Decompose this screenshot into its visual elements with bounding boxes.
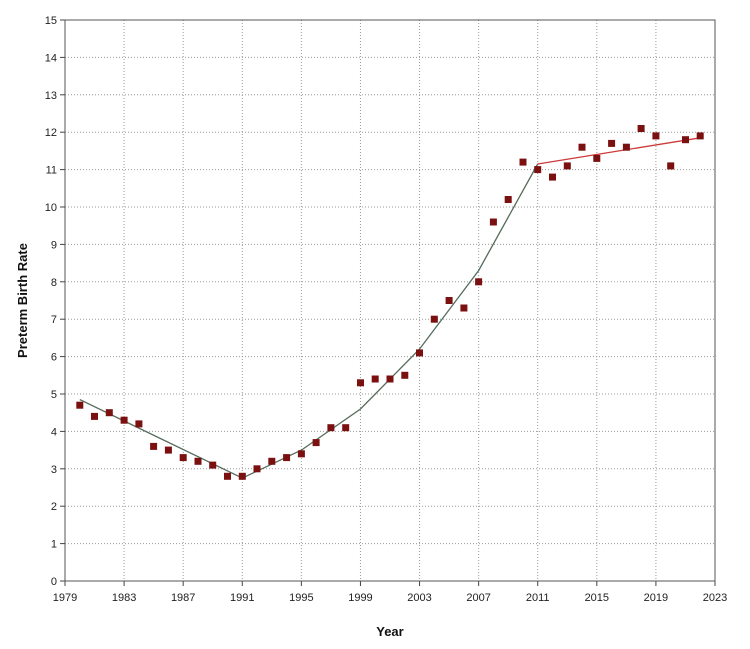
data-point: [504, 196, 512, 203]
data-point: [120, 416, 128, 424]
y-tick-label: 6: [51, 352, 57, 364]
data-point: [283, 454, 291, 462]
data-point: [253, 465, 261, 473]
data-point: [696, 132, 704, 140]
trend-lines: [79, 137, 701, 479]
data-point: [209, 461, 217, 469]
y-tick-label: 1: [51, 539, 57, 551]
data-point: [76, 401, 84, 409]
y-tick-label: 9: [51, 239, 57, 251]
data-point: [652, 132, 660, 140]
data-point: [327, 424, 335, 432]
axes: [60, 19, 716, 586]
x-tick-label: 1991: [230, 592, 254, 604]
x-tick-label: 2015: [585, 592, 609, 604]
data-point: [224, 472, 231, 480]
data-point: [342, 424, 350, 432]
y-axis-title: Preterm Birth Rate: [15, 243, 30, 358]
data-point: [416, 349, 423, 357]
data-point: [238, 472, 246, 480]
data-point: [549, 173, 556, 181]
y-tick-label: 5: [51, 389, 57, 401]
data-point: [312, 439, 320, 447]
data-point: [637, 125, 645, 132]
plot-frame: [64, 19, 716, 582]
x-tick-label: 1995: [289, 592, 313, 604]
data-point: [608, 139, 616, 147]
trend-line: [537, 137, 701, 165]
data-point: [371, 375, 379, 383]
data-point: [150, 442, 158, 450]
y-tick-label: 7: [51, 314, 57, 326]
y-tick-label: 3: [51, 464, 57, 476]
x-tick-label: 1999: [348, 592, 372, 604]
data-point: [519, 158, 527, 166]
data-point: [135, 420, 143, 428]
data-point: [445, 297, 453, 304]
x-tick-label: 2003: [407, 592, 431, 604]
x-tick-label: 2011: [526, 592, 550, 604]
data-point: [164, 446, 172, 454]
data-point: [460, 304, 468, 312]
data-point: [578, 143, 586, 151]
data-point: [386, 375, 394, 383]
y-tick-label: 0: [51, 576, 57, 588]
data-point: [179, 454, 187, 462]
x-tick-label: 2007: [466, 592, 490, 604]
gridlines: [65, 20, 715, 581]
tick-labels: 1979 1983 1987 1991 1995 1999 2003 2007 2011 2015…: [45, 15, 727, 604]
x-tick-label: 1979: [53, 592, 77, 604]
y-tick-label: 4: [51, 426, 57, 438]
data-point: [357, 379, 364, 387]
x-axis-title: Year: [376, 624, 403, 639]
y-tick-label: 15: [45, 15, 57, 27]
x-tick-label: 1983: [112, 592, 136, 604]
data-point: [622, 143, 630, 151]
data-point: [430, 315, 438, 323]
y-tick-label: 12: [45, 127, 57, 139]
data-point: [268, 457, 276, 465]
data-point: [682, 136, 689, 144]
y-tick-label: 2: [51, 501, 57, 513]
data-point: [105, 409, 113, 417]
data-point: [667, 162, 675, 170]
x-tick-label: 2019: [644, 592, 668, 604]
data-point: [489, 218, 497, 226]
data-point: [401, 371, 409, 379]
y-tick-label: 10: [45, 202, 57, 214]
data-point: [563, 162, 571, 170]
y-tick-label: 14: [45, 52, 57, 64]
data-point: [297, 450, 305, 458]
data-point: [593, 154, 601, 162]
data-point: [475, 278, 483, 286]
trend-line: [79, 399, 243, 479]
y-tick-label: 8: [51, 277, 57, 289]
data-point: [534, 166, 542, 174]
data-points: [76, 125, 704, 480]
data-point: [194, 457, 202, 465]
x-tick-label: 1987: [171, 592, 195, 604]
y-tick-label: 13: [45, 90, 57, 102]
x-tick-label: 2023: [703, 592, 727, 604]
data-point: [91, 412, 98, 420]
y-tick-label: 11: [46, 165, 57, 177]
